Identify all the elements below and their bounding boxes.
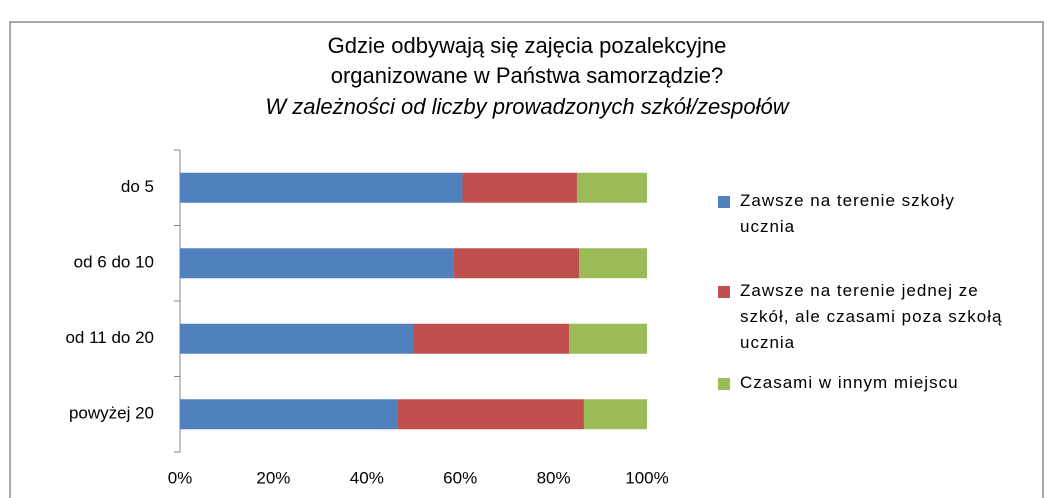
legend-label: Zawsze na terenie jednej ze szkół, ale c…	[740, 281, 1003, 352]
y-tick-label: powyżej 20	[69, 404, 154, 423]
x-tick-label: 60%	[443, 468, 477, 487]
bar-segment	[413, 323, 570, 354]
bar-segment	[583, 399, 647, 430]
bar-segment	[180, 323, 414, 354]
y-tick-label: do 5	[121, 177, 154, 196]
x-tick-label: 0%	[168, 468, 193, 487]
legend-label: Zawsze na terenie szkoły ucznia	[740, 191, 955, 236]
bar-segment	[453, 248, 580, 279]
bar-segment	[569, 323, 647, 354]
x-tick-label: 40%	[350, 468, 384, 487]
chart-title: organizowane w Państwa samorządzie?	[331, 63, 724, 88]
y-tick-label: od 11 do 20	[65, 328, 154, 347]
bar-segment	[180, 248, 454, 279]
legend-item: Zawsze na terenie jednej ze szkół, ale c…	[718, 278, 1008, 356]
legend-swatch	[718, 196, 730, 208]
chart-subtitle: W zależności od liczby prowadzonych szkó…	[265, 94, 790, 119]
bar-segment	[180, 172, 463, 203]
y-tick-label: od 6 do 10	[74, 253, 154, 272]
bar-segment	[576, 172, 647, 203]
x-tick-label: 80%	[537, 468, 571, 487]
legend-swatch	[718, 286, 730, 298]
bar-segment	[579, 248, 647, 279]
x-tick-label: 100%	[625, 468, 668, 487]
bar-segment	[462, 172, 577, 203]
bar-segment	[180, 399, 398, 430]
chart-title: Gdzie odbywają się zajęcia pozalekcyjne	[328, 33, 727, 58]
legend-item: Czasami w innym miejscu	[718, 370, 1008, 396]
legend-swatch	[718, 378, 730, 390]
bar-segment	[397, 399, 584, 430]
legend-label: Czasami w innym miejscu	[740, 373, 959, 392]
x-tick-label: 20%	[256, 468, 290, 487]
legend-item: Zawsze na terenie szkoły ucznia	[718, 188, 1008, 240]
